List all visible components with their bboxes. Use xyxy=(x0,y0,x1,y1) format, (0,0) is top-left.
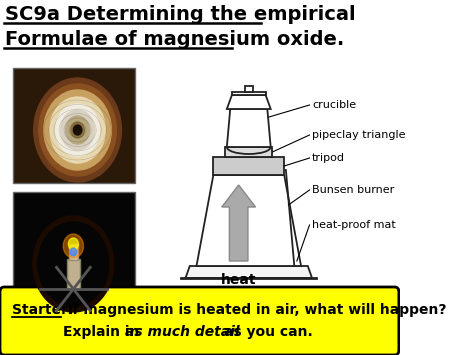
Text: as you can.: as you can. xyxy=(219,325,313,339)
Circle shape xyxy=(38,222,109,306)
Bar xyxy=(245,86,253,92)
Polygon shape xyxy=(185,266,312,278)
Circle shape xyxy=(63,234,83,258)
FancyBboxPatch shape xyxy=(0,287,399,355)
Circle shape xyxy=(34,78,121,182)
Bar xyxy=(232,92,265,95)
Polygon shape xyxy=(222,185,255,261)
Text: Starter:: Starter: xyxy=(12,303,73,317)
Text: as much detail: as much detail xyxy=(125,325,239,339)
Circle shape xyxy=(61,110,94,150)
Circle shape xyxy=(66,116,90,144)
Bar xyxy=(225,147,273,157)
Circle shape xyxy=(44,90,111,170)
Circle shape xyxy=(55,104,100,156)
Text: Bunsen burner: Bunsen burner xyxy=(312,185,394,195)
Text: if magnesium is heated in air, what will happen?: if magnesium is heated in air, what will… xyxy=(63,303,447,317)
Text: Formulae of magnesium oxide.: Formulae of magnesium oxide. xyxy=(5,30,344,49)
Text: Explain in: Explain in xyxy=(63,325,145,339)
Text: tripod: tripod xyxy=(312,153,345,163)
Circle shape xyxy=(39,84,117,176)
Bar xyxy=(69,244,78,260)
Text: SC9a Determining the empirical: SC9a Determining the empirical xyxy=(5,5,356,24)
Bar xyxy=(13,68,135,183)
Text: crucible: crucible xyxy=(312,100,356,110)
Bar xyxy=(13,192,135,307)
Circle shape xyxy=(50,97,105,163)
Text: heat: heat xyxy=(221,273,256,287)
Text: heat-proof mat: heat-proof mat xyxy=(312,220,396,230)
Bar xyxy=(213,157,284,175)
Bar xyxy=(67,259,80,289)
Circle shape xyxy=(70,248,77,256)
Circle shape xyxy=(73,125,82,135)
Circle shape xyxy=(71,122,84,138)
Polygon shape xyxy=(227,109,271,147)
Circle shape xyxy=(33,216,114,312)
Circle shape xyxy=(68,238,78,250)
Polygon shape xyxy=(227,95,271,109)
Polygon shape xyxy=(197,175,301,266)
Text: pipeclay triangle: pipeclay triangle xyxy=(312,130,406,140)
